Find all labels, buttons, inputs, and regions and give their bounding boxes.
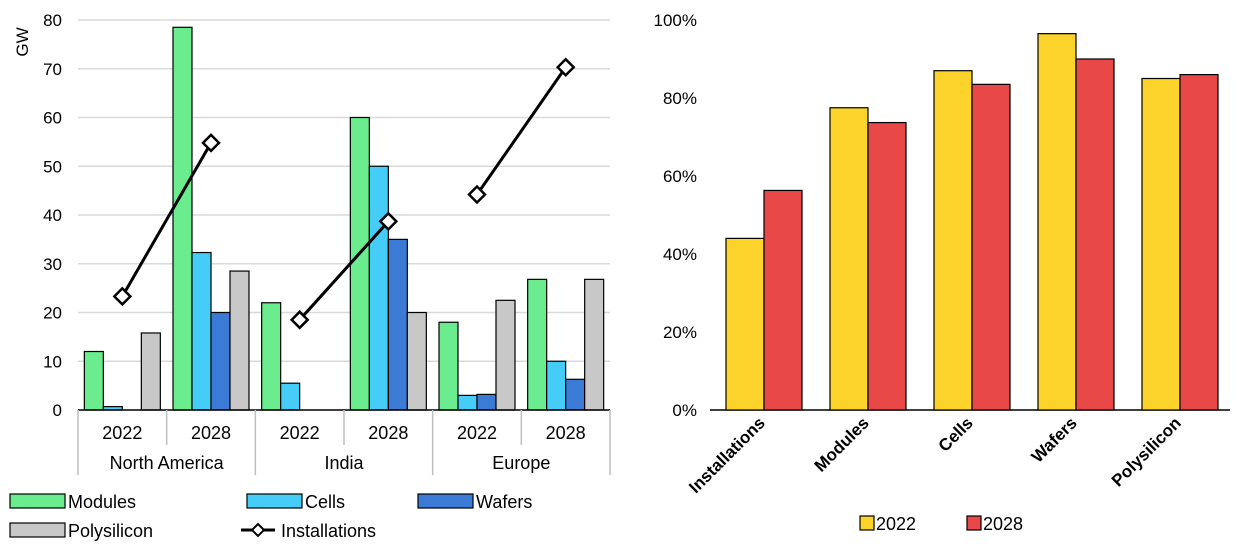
bar-modules [172, 26, 193, 411]
x-tick-label-year: 2022 [102, 423, 142, 443]
bar-wafers [565, 378, 586, 411]
bar-modules [261, 302, 282, 411]
legend-swatch-modules [9, 493, 66, 509]
bar-cells [191, 251, 212, 411]
x-tick-label: Wafers [1028, 413, 1081, 466]
bar-2028 [971, 83, 1011, 411]
bar-polysilicon [495, 299, 516, 411]
installations-marker [112, 286, 133, 307]
bar-wafers [210, 311, 231, 411]
y-tick-label: 50 [43, 157, 62, 176]
legend-swatch-installations-marker [250, 522, 266, 538]
y-tick-label: 60% [663, 167, 697, 186]
installations-line [475, 66, 567, 196]
legend-label: 2022 [876, 514, 916, 534]
legend-label: 2028 [983, 514, 1023, 534]
bar-polysilicon [229, 270, 250, 411]
installations-line [121, 142, 213, 298]
y-tick-label: 0% [672, 401, 697, 420]
y-tick-label: 80 [43, 11, 62, 30]
x-tick-label: Modules [811, 413, 873, 475]
bar-cells [280, 382, 301, 411]
bar-2028 [867, 121, 907, 411]
bar-2022 [1141, 77, 1181, 411]
x-tick-label-year: 2022 [280, 423, 320, 443]
bar-2028 [1075, 58, 1115, 411]
bar-modules [438, 321, 459, 411]
y-tick-label: 60 [43, 109, 62, 128]
installations-marker [555, 57, 576, 78]
bar-cells [368, 165, 389, 411]
installations-marker [289, 310, 310, 330]
x-tick-label: Installations [685, 413, 769, 497]
installations-marker [378, 211, 399, 232]
y-tick-label: 30 [43, 255, 62, 274]
y-tick-label: 40% [663, 245, 697, 264]
bar-modules [527, 278, 548, 411]
legend-label: Modules [68, 492, 136, 512]
bar-polysilicon [584, 278, 605, 411]
installations-marker [467, 184, 487, 205]
y-tick-label: 80% [663, 89, 697, 108]
bar-2028 [763, 189, 803, 411]
bar-2028 [1179, 73, 1219, 411]
legend-label: Installations [281, 521, 376, 541]
bar-wafers [476, 393, 497, 411]
legend-swatch-cells [246, 493, 303, 509]
bar-2022 [1037, 33, 1077, 411]
installations-marker [201, 133, 221, 153]
legend-swatch-2022 [859, 515, 875, 531]
bar-2022 [725, 237, 765, 411]
bar-2022 [829, 107, 869, 411]
x-tick-label-year: 2022 [457, 423, 497, 443]
y-tick-label: 40 [43, 206, 62, 225]
x-group-label: Europe [492, 453, 550, 473]
x-tick-label-year: 2028 [191, 423, 231, 443]
bar-polysilicon [406, 311, 427, 411]
bar-wafers [387, 238, 408, 411]
x-tick-label-year: 2028 [368, 423, 408, 443]
bar-cells [546, 360, 567, 411]
x-group-label: India [324, 453, 364, 473]
legend-label: Wafers [476, 492, 532, 512]
y-tick-label: 0 [53, 401, 62, 420]
legend-label: Cells [305, 492, 345, 512]
legend-swatch-wafers [417, 493, 474, 509]
legend-swatch-polysilicon [9, 522, 66, 538]
x-tick-label: Cells [935, 413, 977, 455]
y-tick-label: 70 [43, 60, 62, 79]
y-tick-label: 10 [43, 352, 62, 371]
x-group-label: North America [110, 453, 225, 473]
bar-cells [457, 394, 478, 411]
y-tick-label: 100% [654, 11, 697, 30]
y-axis-label: GW [13, 27, 32, 56]
bar-modules [83, 350, 104, 411]
x-tick-label-year: 2028 [546, 423, 586, 443]
legend-swatch-2028 [966, 515, 982, 531]
bar-modules [349, 116, 370, 411]
legend-label: Polysilicon [68, 521, 153, 541]
y-tick-label: 20% [663, 323, 697, 342]
y-tick-label: 20 [43, 304, 62, 323]
bar-polysilicon [140, 332, 161, 411]
x-tick-label: Polysilicon [1108, 413, 1185, 490]
installations-line [298, 220, 390, 321]
bar-2022 [933, 70, 973, 411]
